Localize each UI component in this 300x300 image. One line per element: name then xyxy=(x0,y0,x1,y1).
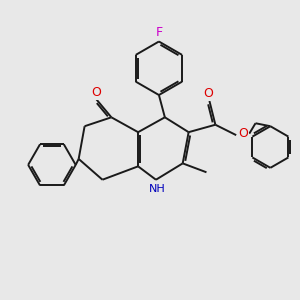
Text: O: O xyxy=(203,87,213,100)
Text: F: F xyxy=(155,26,163,39)
Text: O: O xyxy=(238,127,248,140)
Text: NH: NH xyxy=(149,184,166,194)
Text: O: O xyxy=(91,86,101,99)
